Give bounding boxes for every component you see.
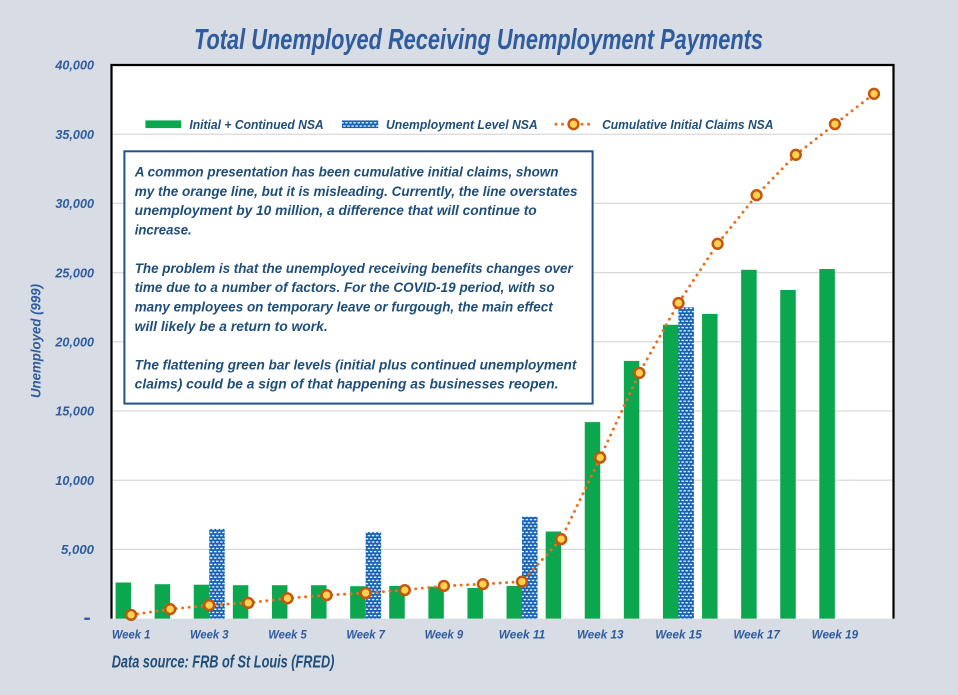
svg-text:unemployment by 10 million, a: unemployment by 10 million, a difference…: [135, 203, 537, 218]
svg-text:many employees on temporary le: many employees on temporary leave or fur…: [135, 300, 553, 315]
svg-text:10,000: 10,000: [55, 473, 94, 488]
svg-text:Week 5: Week 5: [268, 628, 307, 642]
svg-text:Unemployed (999): Unemployed (999): [29, 284, 44, 398]
svg-text:Week 19: Week 19: [812, 628, 859, 642]
svg-text:35,000: 35,000: [55, 127, 94, 142]
svg-text:will likely be a return to wor: will likely be a return to work.: [135, 319, 328, 334]
svg-text:Initial + Continued NSA: Initial + Continued NSA: [189, 117, 323, 132]
svg-text:Cumulative Initial Claims NSA: Cumulative Initial Claims NSA: [602, 117, 773, 132]
svg-text:Week 11: Week 11: [499, 628, 546, 642]
svg-text:The problem is that the unempl: The problem is that the unemployed recei…: [135, 261, 574, 276]
svg-text:Week 13: Week 13: [577, 628, 624, 642]
svg-text:claims) could be a sign of tha: claims) could be a sign of that happenin…: [135, 377, 559, 392]
svg-text:25,000: 25,000: [54, 265, 94, 280]
svg-text:Week 17: Week 17: [733, 628, 781, 642]
svg-text:Week 3: Week 3: [190, 628, 229, 642]
svg-text:Week 9: Week 9: [425, 628, 464, 642]
svg-text:increase.: increase.: [135, 222, 192, 237]
svg-text:5,000: 5,000: [61, 542, 95, 557]
svg-text:40,000: 40,000: [54, 58, 94, 73]
svg-text:Total Unemployed Receiving Une: Total Unemployed Receiving Unemployment …: [194, 24, 763, 56]
svg-text:Week 1: Week 1: [112, 628, 151, 642]
svg-text:Unemployment Level NSA: Unemployment Level NSA: [386, 117, 538, 132]
svg-text:my the orange line, but it is: my the orange line, but it is misleading…: [135, 184, 578, 199]
svg-text:30,000: 30,000: [55, 196, 94, 211]
svg-text:20,000: 20,000: [54, 335, 94, 350]
svg-text:time due to a number of factor: time due to a number of factors. For the…: [135, 280, 555, 295]
svg-text:Week 15: Week 15: [655, 628, 703, 642]
svg-text:The flattening green bar level: The flattening green bar levels (initial…: [135, 357, 577, 372]
svg-text:Week 7: Week 7: [346, 628, 385, 642]
svg-text:A common presentation has been: A common presentation has been cumulativ…: [134, 165, 559, 180]
svg-text:15,000: 15,000: [55, 404, 94, 419]
svg-text:Data source: FRB of St Louis (: Data source: FRB of St Louis (FRED): [112, 652, 335, 672]
